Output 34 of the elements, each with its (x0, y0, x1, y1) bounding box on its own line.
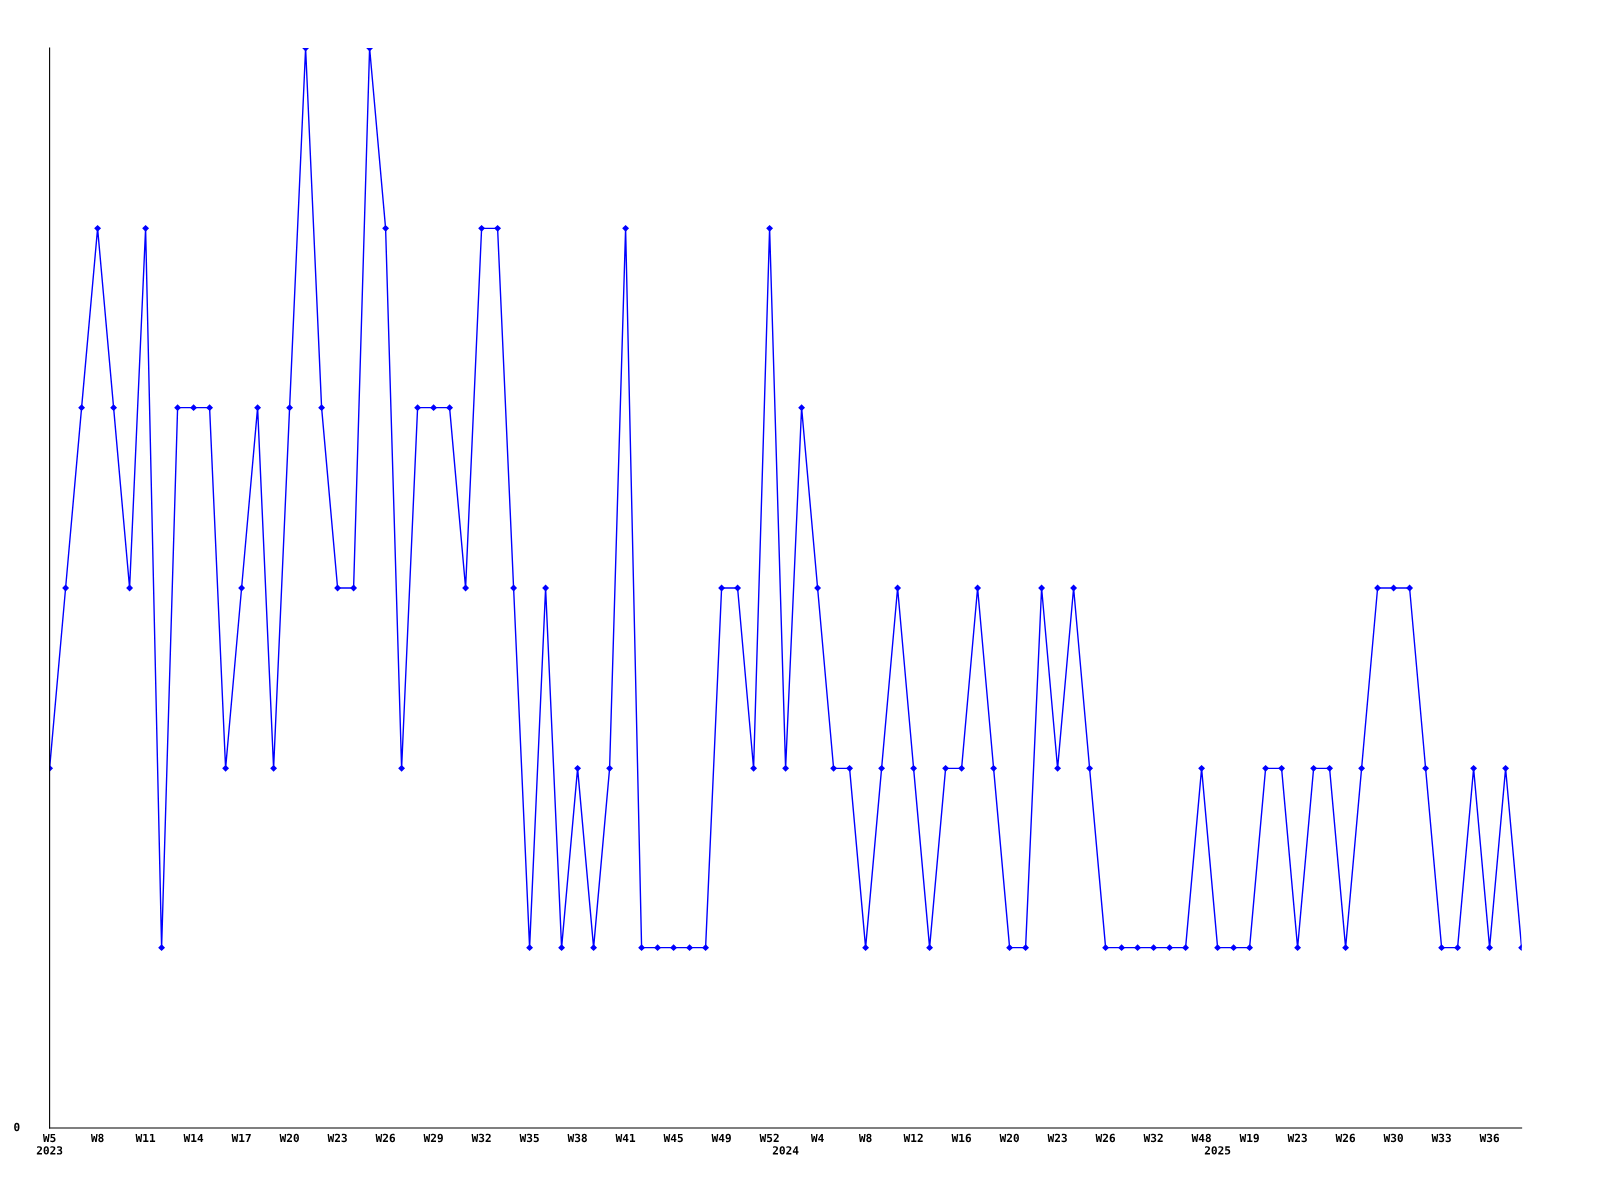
x-tick-label: W11 (135, 1133, 156, 1142)
x-tick-label: W26 (375, 1133, 396, 1143)
x-tick-label: W23 (1287, 1133, 1307, 1143)
text: 0 (14, 1122, 20, 1132)
x-tick-label: W5 2023 (36, 1133, 63, 1155)
x-tick-label: W20 (999, 1133, 1019, 1143)
x-tick-label: W4 (810, 1133, 824, 1142)
x-tick-label: W12 (903, 1133, 923, 1142)
x-tick-label: W16 (951, 1133, 972, 1143)
x-tick-label: W19 (1239, 1133, 1259, 1143)
x-tick-label: W48 (1191, 1133, 1211, 1143)
x-tick-label: W38 (567, 1133, 587, 1143)
x-tick-label: W36 (1479, 1133, 1500, 1143)
x-tick-label: W23 (327, 1133, 347, 1143)
x-tick-label: W17 (231, 1133, 251, 1142)
x-tick-label: W35 (519, 1133, 539, 1143)
x-tick-label: W45 (663, 1133, 683, 1143)
x-tick-label: W32 (471, 1133, 491, 1143)
x-tick-label: W23 (1047, 1133, 1067, 1143)
x-tick-label: W32 (1143, 1133, 1163, 1143)
x-tick-label: W14 (183, 1133, 204, 1142)
x-tick-label: 2025 (1204, 1146, 1231, 1155)
x-tick-label: W49 (711, 1133, 731, 1143)
x-tick-label: W26 (1095, 1133, 1116, 1143)
x-tick-label: W52 (759, 1133, 779, 1143)
x-tick-label: W8 (90, 1133, 104, 1143)
x-tick-label: W29 (423, 1133, 443, 1143)
x-tick-label: W20 (279, 1133, 299, 1143)
x-tick-label: W41 (615, 1133, 636, 1142)
x-tick-label: W8 (858, 1133, 872, 1143)
x-tick-label: W26 (1335, 1133, 1356, 1143)
x-tick-label: W30 (1383, 1133, 1403, 1143)
x-tick-label: 2024 (772, 1146, 799, 1155)
x-tick-label: W33 (1431, 1133, 1451, 1143)
